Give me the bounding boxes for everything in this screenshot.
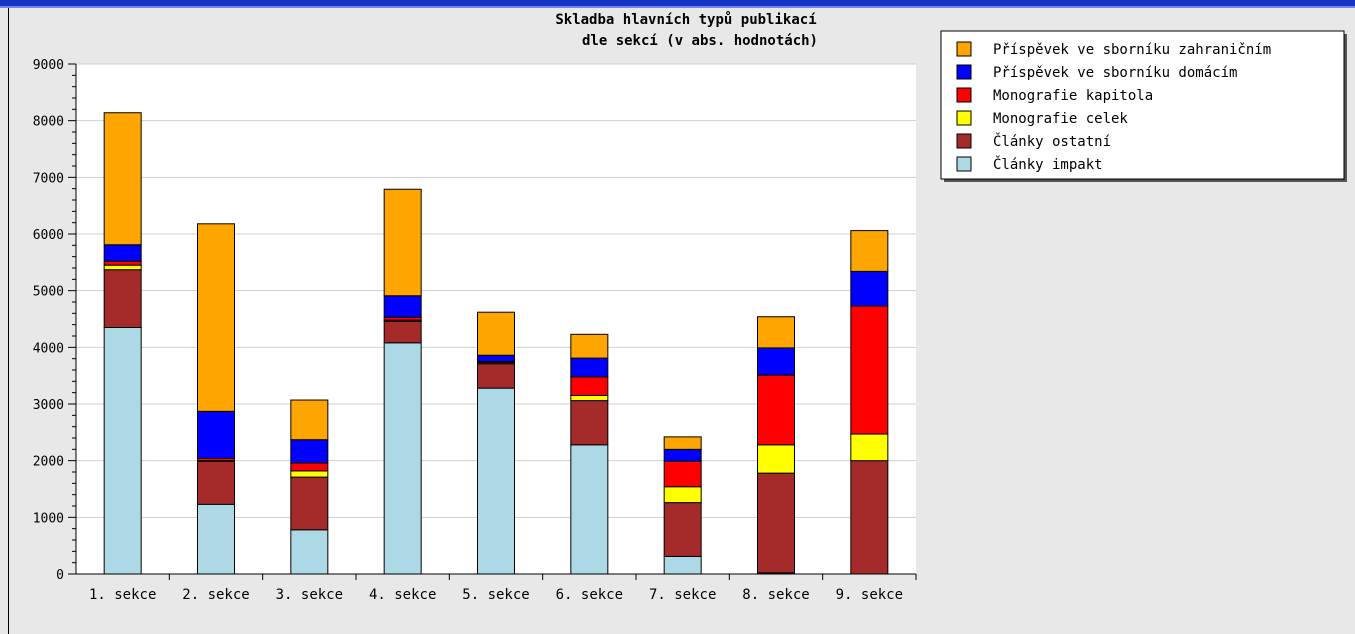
bar-segment xyxy=(570,376,609,396)
bar-segment xyxy=(383,320,422,344)
legend-swatch xyxy=(956,64,972,80)
bar-segment xyxy=(570,395,609,402)
bar-segment xyxy=(850,460,889,575)
bar-segment xyxy=(663,448,702,462)
bar-segment xyxy=(570,444,609,575)
bar-segment xyxy=(850,433,889,462)
bar-segment xyxy=(197,503,235,575)
x-tick-label: 1. sekce xyxy=(89,587,156,603)
bar-segment xyxy=(757,472,795,574)
x-tick-label: 6. sekce xyxy=(556,587,623,603)
x-tick-label: 4. sekce xyxy=(369,587,436,603)
bar-segment xyxy=(757,316,795,349)
bar-segment xyxy=(757,444,795,474)
bar-segment xyxy=(290,439,329,464)
plot-area: 0 1000 2000 3000 4000 5000 6000 7000 8000 9000 1. … xyxy=(33,58,917,603)
y-tick-label: 8000 xyxy=(33,115,64,130)
y-tick-label: 9000 xyxy=(33,58,64,73)
window-top-band xyxy=(0,0,1355,6)
bar-segment xyxy=(757,347,795,376)
bar-segment xyxy=(383,188,422,297)
bar-segment xyxy=(757,374,795,446)
bar-segment xyxy=(103,244,142,262)
bar-segment xyxy=(570,333,609,359)
x-tick-label: 8. sekce xyxy=(742,587,809,603)
legend-swatch xyxy=(956,87,972,103)
y-tick-label: 7000 xyxy=(33,171,64,186)
bar-segment xyxy=(850,230,889,272)
legend-swatch xyxy=(956,156,972,172)
bar-segment xyxy=(290,462,329,472)
bar-segment xyxy=(197,410,235,459)
bar-segment xyxy=(103,264,142,271)
y-tick-label: 1000 xyxy=(33,511,64,526)
bar-segment xyxy=(197,223,235,412)
bar-segment xyxy=(477,363,515,389)
legend: Příspěvek ve sborníku zahraničním Příspěv… xyxy=(940,30,1347,182)
bar-segment xyxy=(103,112,142,246)
x-tick-label: 9. sekce xyxy=(836,587,903,603)
legend-swatch xyxy=(956,110,972,126)
legend-label: Články ostatní xyxy=(993,132,1111,150)
bar-segment xyxy=(663,486,702,504)
bar-segment xyxy=(383,342,422,575)
legend-label: Příspěvek ve sborníku domácím xyxy=(993,65,1237,81)
bar-segment xyxy=(290,470,329,478)
legend-label: Monografie kapitola xyxy=(993,88,1153,104)
x-tick-label: 2. sekce xyxy=(182,587,249,603)
bar-segment xyxy=(570,400,609,446)
bar-segment xyxy=(663,436,702,450)
bar-segment xyxy=(290,529,329,575)
x-tick-label: 3. sekce xyxy=(276,587,343,603)
y-tick-label: 2000 xyxy=(33,455,64,470)
bar-segment xyxy=(663,555,702,575)
y-tick-label: 0 xyxy=(56,568,64,583)
bar-segment xyxy=(103,260,142,266)
left-border-line xyxy=(8,8,9,634)
y-tick-label: 6000 xyxy=(33,228,64,243)
legend-box xyxy=(940,30,1345,180)
bar-segment xyxy=(850,305,889,435)
chart-title-line-1: Skladba hlavních typů publikací xyxy=(555,11,816,28)
y-tick-label: 3000 xyxy=(33,398,64,413)
bar-segment xyxy=(850,270,889,307)
y-tick-label: 4000 xyxy=(33,341,64,356)
bar-segment xyxy=(103,269,142,329)
bar-segment xyxy=(197,460,235,505)
legend-swatch xyxy=(956,133,972,149)
bar-segment xyxy=(290,399,329,441)
x-tick-label: 5. sekce xyxy=(462,587,529,603)
window-top-band-highlight xyxy=(0,6,1355,8)
legend-label: Články impakt xyxy=(993,155,1103,173)
bar-segment xyxy=(477,387,515,575)
bar-segment xyxy=(103,327,142,575)
bar-segment xyxy=(383,295,422,318)
x-tick-label: 7. sekce xyxy=(649,587,716,603)
bar-segment xyxy=(477,311,515,356)
legend-label: Monografie celek xyxy=(993,111,1128,127)
legend-swatch xyxy=(956,41,972,57)
y-tick-label: 5000 xyxy=(33,285,64,300)
bar-segment xyxy=(663,502,702,557)
chart-title-line-2: dle sekcí (v abs. hodnotách) xyxy=(582,33,818,49)
bar-segment xyxy=(570,357,609,378)
legend-label: Příspěvek ve sborníku zahraničním xyxy=(993,42,1271,58)
bar-segment xyxy=(290,476,329,531)
bar-segment xyxy=(477,354,515,362)
bar-segment xyxy=(663,460,702,488)
